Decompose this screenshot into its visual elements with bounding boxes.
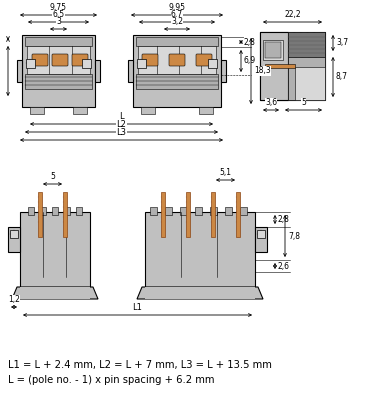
Text: 9,75: 9,75 xyxy=(50,3,67,12)
Polygon shape xyxy=(12,287,98,299)
Text: 18,3: 18,3 xyxy=(254,66,271,76)
Bar xyxy=(25,74,92,89)
Bar xyxy=(257,230,265,238)
Bar xyxy=(136,74,218,89)
Text: L: L xyxy=(119,112,124,121)
Bar xyxy=(260,32,325,100)
Bar xyxy=(161,192,165,237)
Text: 8,7: 8,7 xyxy=(336,72,348,82)
Bar xyxy=(255,227,267,252)
Bar xyxy=(180,207,187,215)
Bar xyxy=(240,207,247,215)
Bar xyxy=(10,230,18,238)
Polygon shape xyxy=(137,287,263,299)
Text: L3: L3 xyxy=(116,128,126,137)
Bar xyxy=(133,35,221,107)
Text: 9,95: 9,95 xyxy=(169,3,186,12)
FancyBboxPatch shape xyxy=(72,54,88,66)
Bar xyxy=(8,227,20,252)
Text: 1,2: 1,2 xyxy=(8,295,20,304)
Bar xyxy=(145,212,255,287)
Bar xyxy=(17,60,22,82)
Bar xyxy=(288,32,325,57)
Bar xyxy=(63,192,67,237)
Bar xyxy=(64,207,70,215)
Bar xyxy=(95,60,100,82)
Bar xyxy=(20,287,90,299)
Bar xyxy=(145,287,255,299)
Text: 22,2: 22,2 xyxy=(284,10,301,19)
Bar xyxy=(165,207,172,215)
FancyBboxPatch shape xyxy=(196,54,212,66)
Text: 6,7: 6,7 xyxy=(171,10,183,19)
Bar xyxy=(210,207,217,215)
Bar xyxy=(141,107,155,114)
Text: 5,1: 5,1 xyxy=(220,168,232,177)
Text: 3: 3 xyxy=(56,17,61,26)
Bar xyxy=(288,32,325,57)
Bar xyxy=(186,192,190,237)
Bar xyxy=(138,46,216,74)
Text: 3,7: 3,7 xyxy=(336,38,348,48)
Bar xyxy=(225,207,232,215)
Text: 6,9: 6,9 xyxy=(244,56,256,66)
Text: 2,8: 2,8 xyxy=(244,38,256,46)
FancyBboxPatch shape xyxy=(142,54,158,66)
Text: 5: 5 xyxy=(301,98,306,107)
Bar xyxy=(22,35,95,107)
Bar xyxy=(40,207,46,215)
Bar xyxy=(30,107,44,114)
Bar xyxy=(26,59,35,68)
Bar xyxy=(128,60,133,82)
FancyBboxPatch shape xyxy=(52,54,68,66)
Bar xyxy=(28,207,34,215)
Text: 3,6: 3,6 xyxy=(265,98,277,107)
FancyBboxPatch shape xyxy=(169,54,185,66)
Bar xyxy=(221,60,226,82)
Bar xyxy=(38,192,42,237)
Text: 3,2: 3,2 xyxy=(171,17,183,26)
Bar xyxy=(263,40,283,60)
Bar xyxy=(265,64,295,68)
Text: L1 = L + 2.4 mm, L2 = L + 7 mm, L3 = L + 13.5 mm: L1 = L + 2.4 mm, L2 = L + 7 mm, L3 = L +… xyxy=(8,360,272,370)
Bar xyxy=(27,46,90,74)
Bar xyxy=(25,37,92,46)
Bar xyxy=(260,32,288,100)
Bar xyxy=(20,212,90,287)
Bar xyxy=(195,207,202,215)
Bar xyxy=(150,207,157,215)
FancyBboxPatch shape xyxy=(32,54,48,66)
Bar xyxy=(76,207,82,215)
Bar xyxy=(136,37,218,46)
Bar xyxy=(73,107,87,114)
Bar xyxy=(288,57,325,100)
Bar xyxy=(82,59,91,68)
Bar xyxy=(199,107,213,114)
Text: 6,5: 6,5 xyxy=(52,10,65,19)
Text: L = (pole no. - 1) x pin spacing + 6.2 mm: L = (pole no. - 1) x pin spacing + 6.2 m… xyxy=(8,375,215,385)
Bar xyxy=(208,59,217,68)
Text: L1: L1 xyxy=(132,303,142,312)
Bar xyxy=(236,192,240,237)
Text: 2,8: 2,8 xyxy=(278,215,290,224)
Text: 2,6: 2,6 xyxy=(278,262,290,270)
Text: 5: 5 xyxy=(50,172,55,181)
Text: 7,8: 7,8 xyxy=(288,232,300,240)
Bar xyxy=(137,59,146,68)
Bar xyxy=(211,192,215,237)
Bar xyxy=(295,67,325,100)
Bar xyxy=(52,207,58,215)
Text: L2: L2 xyxy=(117,120,126,129)
Bar xyxy=(265,42,281,58)
